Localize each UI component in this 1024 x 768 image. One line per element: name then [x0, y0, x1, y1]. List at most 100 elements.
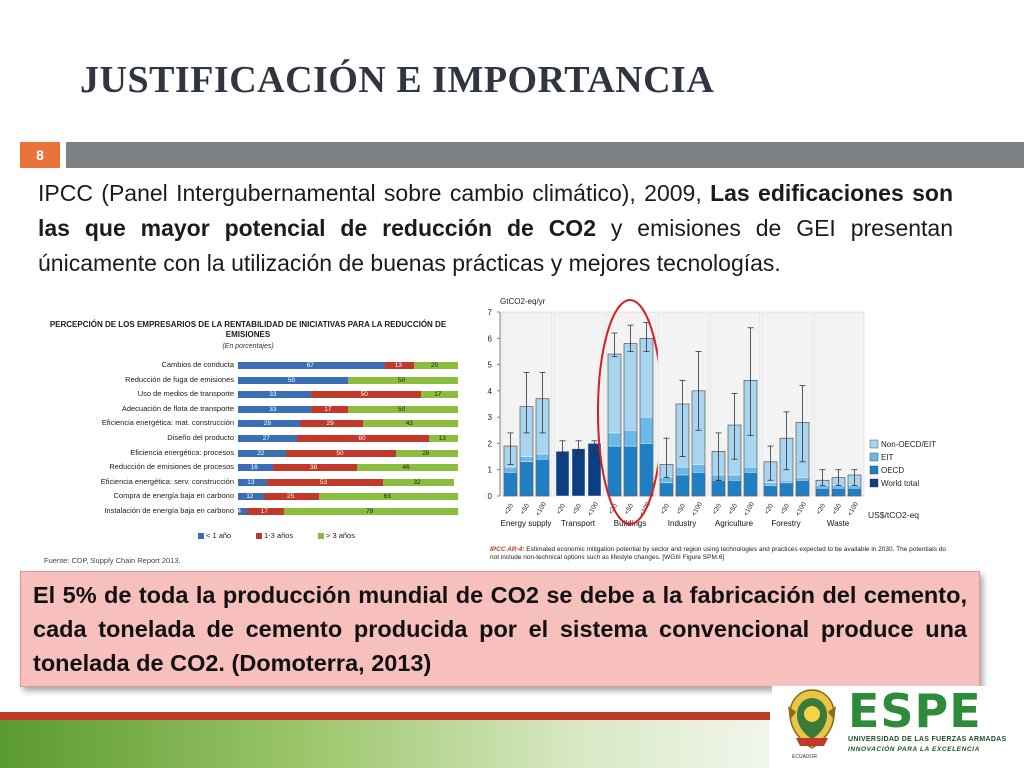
price-tick-label: <50 — [831, 502, 843, 515]
bar-value-label: 50 — [288, 376, 296, 384]
legend-label: < 1 año — [206, 531, 232, 540]
ipcc-note-label: IPCC AR-4: — [490, 546, 525, 553]
bar-world-total — [571, 448, 586, 497]
price-tick-label: <100 — [743, 501, 757, 518]
bar-oecd — [607, 445, 622, 497]
bar-value-label: 63 — [383, 493, 391, 501]
bar-value-label: 79 — [366, 508, 374, 515]
bar-segment — [238, 405, 311, 413]
y-tick-label: 3 — [488, 413, 493, 422]
legend-label: > 3 años — [326, 531, 355, 540]
legend-swatch — [198, 533, 204, 540]
legend-label: OECD — [881, 466, 904, 475]
bar-segment — [286, 449, 397, 457]
intro-prefix: IPCC (Panel Intergubernamental sobre cam… — [38, 180, 711, 206]
bar-eit — [519, 456, 534, 463]
legend-label: 1-3 años — [264, 531, 294, 540]
left-chart-source: Fuente: CDP, Supply Chain Report 2013. — [44, 556, 181, 565]
legend-swatch — [318, 533, 324, 540]
category-label: Diseño del producto — [167, 433, 234, 442]
sector-label: Waste — [827, 519, 850, 528]
bar-segment — [363, 420, 458, 428]
bar-segment — [414, 362, 458, 369]
price-tick-label: <20 — [815, 502, 827, 515]
left-chart-title: PERCEPCIÓN DE LOS EMPRESARIOS DE LA RENT… — [49, 320, 447, 339]
left-chart-subtitle: (En porcentajes) — [222, 343, 274, 350]
category-label: Eficiencia energética: serv. construcció… — [100, 476, 234, 486]
university-name: UNIVERSIDAD DE LAS FUERZAS ARMADAS — [848, 736, 1007, 743]
legend-label: Non-OECD/EIT — [881, 440, 936, 449]
bar-value-label: 33 — [269, 391, 277, 399]
legend-entry: > 3 años — [318, 531, 355, 540]
bar-value-label: 17 — [260, 508, 268, 515]
bar-value-label: 13 — [394, 362, 402, 369]
bar-segment — [396, 449, 458, 457]
category-label: Cambios de conducta — [161, 360, 234, 369]
bar-value-label: 13 — [247, 478, 255, 486]
bar-segment — [420, 391, 458, 399]
bar-eit — [675, 466, 690, 476]
bar-eit — [727, 474, 742, 481]
bar-value-label: 22 — [257, 449, 265, 457]
bar-oecd — [623, 445, 638, 497]
price-tick-label: <100 — [795, 501, 809, 518]
price-tick-label: <50 — [623, 502, 635, 515]
sector-label: Agriculture — [715, 519, 754, 528]
bar-eit — [795, 477, 810, 481]
bar-segment — [348, 376, 458, 384]
bar-value-label: 25 — [286, 493, 295, 501]
espe-logo: ECUADOR ESPE UNIVERSIDAD DE LAS FUERZAS … — [772, 686, 1024, 768]
intro-paragraph: IPCC (Panel Intergubernamental sobre cam… — [38, 176, 953, 281]
category-label: Reducción de fuga de emisiones — [125, 374, 234, 384]
bar-segment — [246, 508, 285, 515]
bar-value-label: 50 — [398, 376, 406, 384]
bar-oecd — [779, 482, 794, 497]
cement-callout-box: El 5% de toda la producción mundial de C… — [20, 571, 980, 687]
bar-oecd — [519, 461, 534, 497]
price-tick-label: <20 — [503, 502, 515, 515]
legend-swatch — [256, 533, 262, 540]
bar-segment — [238, 493, 265, 501]
category-label: Uso de medios de transporte — [137, 389, 234, 399]
y-tick-label: 4 — [488, 387, 493, 396]
category-label: Adecuación de flota de transporte — [121, 403, 234, 413]
bar-value-label: 60 — [358, 435, 366, 442]
espe-wordmark: ESPE — [848, 684, 982, 738]
bar-oecd — [639, 443, 654, 497]
bar-oecd — [503, 472, 518, 497]
bar-value-label: 28 — [263, 420, 272, 428]
bar-eit — [607, 432, 622, 447]
bar-value-label: 27 — [262, 435, 270, 442]
bar-eit — [743, 466, 758, 473]
category-label: Reducción de emisiones de procesos — [109, 462, 234, 472]
x-axis-title: US$/tCO2-eq — [868, 510, 919, 520]
bar-eit — [535, 453, 550, 460]
bar-oecd — [815, 487, 830, 497]
bar-value-label: 32 — [413, 478, 421, 486]
price-tick-label: <50 — [675, 502, 687, 515]
bar-segment — [238, 362, 386, 369]
ipcc-mitigation-chart: GtCO2-eq/yr 0 1 2 3 4 5 6 7 <20 <50 <100 Energy supp… — [474, 290, 958, 570]
sector-panel — [813, 311, 865, 497]
bar-eit — [623, 430, 638, 447]
bar-segment — [284, 508, 458, 515]
sector-label: Industry — [668, 519, 696, 528]
sector-label: Transport — [561, 519, 596, 528]
bar-segment — [264, 493, 320, 501]
bar-segment — [356, 464, 458, 472]
bar-eit — [639, 416, 654, 444]
bar-value-label: 50 — [398, 405, 406, 413]
price-tick-label: <50 — [571, 502, 583, 515]
bar-eit — [691, 464, 706, 473]
price-tick-label: <100 — [587, 501, 601, 518]
bar-segment — [310, 405, 348, 413]
bar-segment — [238, 464, 274, 472]
legend-entry: 1-3 años — [256, 531, 293, 540]
bar-value-label: 29 — [326, 420, 334, 428]
category-label: Instalación de energía baja en carbono — [104, 506, 234, 515]
bar-segment — [238, 391, 311, 399]
y-tick-label: 5 — [488, 361, 493, 370]
bar-value-label: 50 — [336, 449, 344, 457]
bar-segment — [238, 420, 300, 428]
page-number-badge: 8 — [20, 142, 60, 168]
